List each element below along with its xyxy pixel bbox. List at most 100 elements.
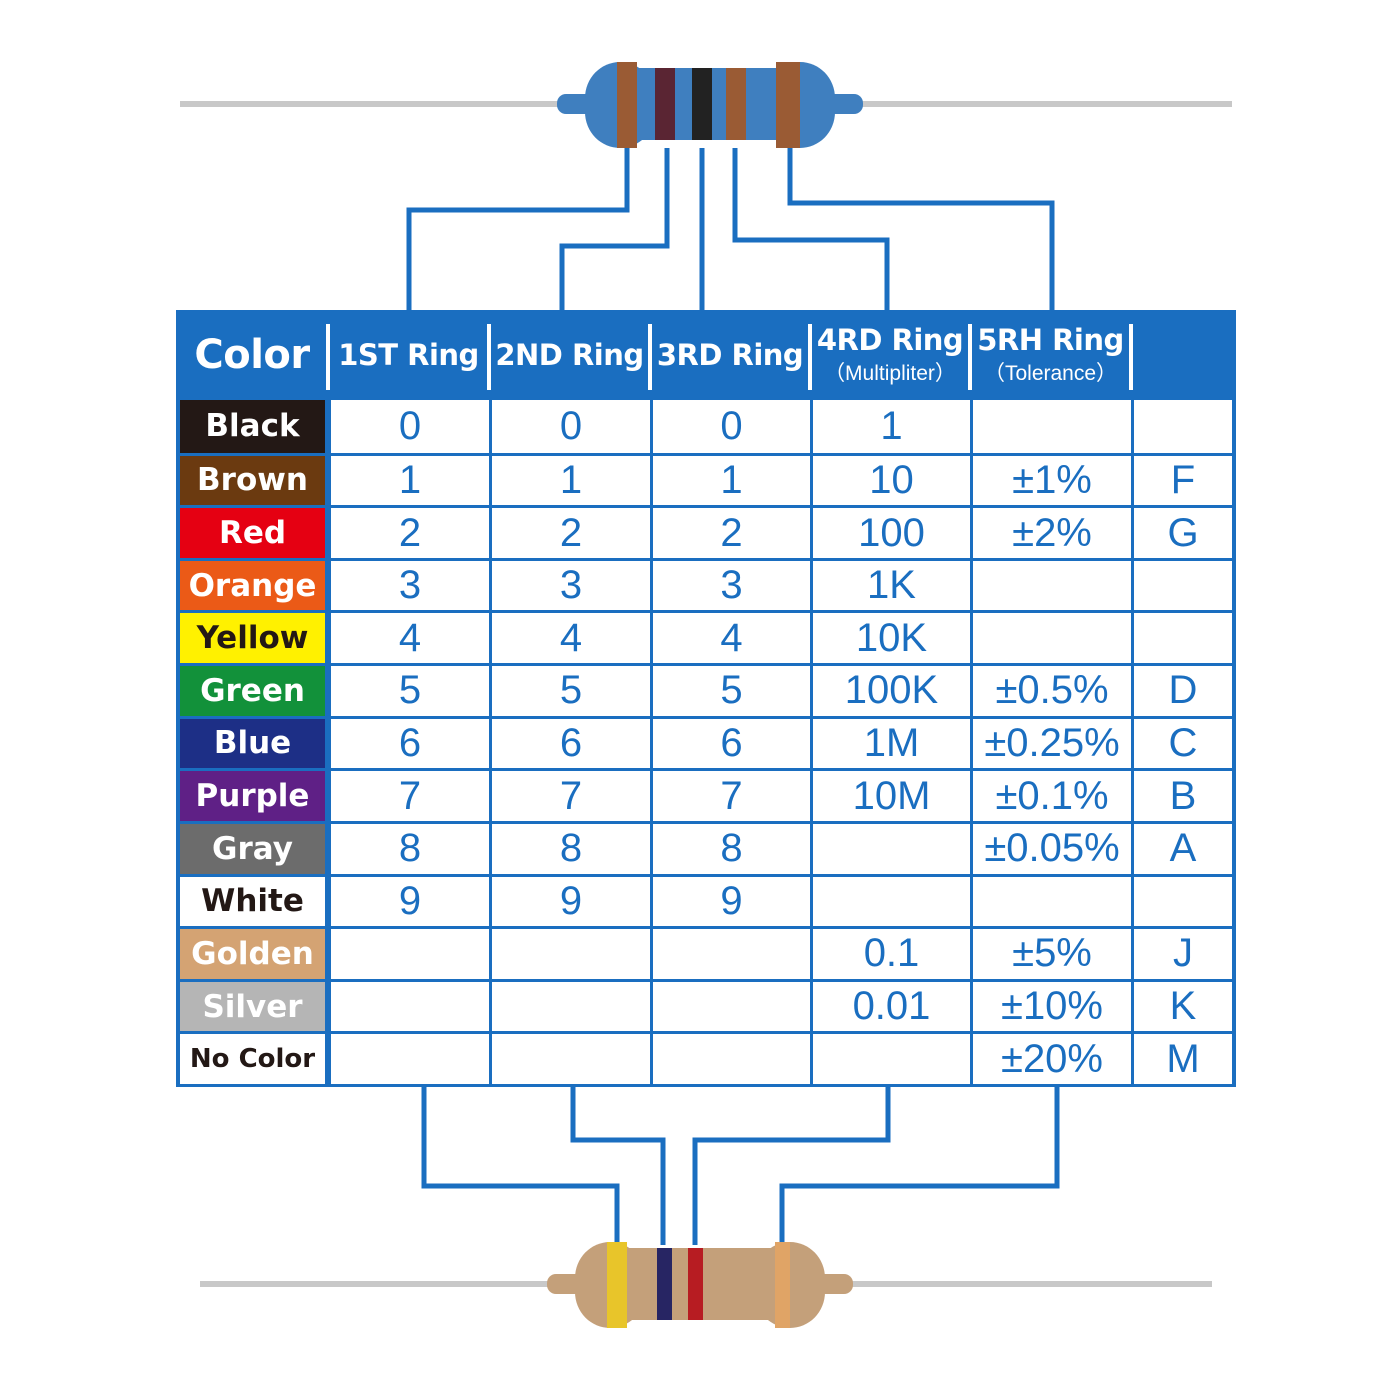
table-cell-tol: ±0.25%	[973, 718, 1131, 769]
table-cell-r1	[331, 929, 489, 979]
table-cell-mult	[813, 1034, 970, 1084]
table-cell-r1: 1	[331, 455, 489, 506]
col-color-header: Color	[176, 310, 328, 400]
col-ring1-header: 1ST Ring	[328, 310, 489, 400]
table-cell-tol: ±0.1%	[973, 771, 1131, 821]
table-cell-code: A	[1134, 823, 1232, 874]
table-cell-mult	[813, 876, 970, 927]
table-cell-tol	[973, 400, 1131, 453]
table-cell-tol: ±10%	[973, 981, 1131, 1032]
table-cell-r1: 7	[331, 771, 489, 821]
table-cell-mult: 0.01	[813, 981, 970, 1032]
header-title: 4RD Ring	[816, 323, 964, 357]
resistor-top-icon	[180, 62, 1232, 148]
wire-ring5-top	[787, 148, 1055, 312]
table-cell-r2: 7	[492, 771, 650, 821]
table-cell-r3: 2	[653, 508, 810, 558]
header-title: 3RD Ring	[656, 338, 804, 372]
wire-ring2-top	[559, 148, 670, 312]
header-divider	[1129, 324, 1133, 390]
table-cell-r1: 8	[331, 823, 489, 874]
color-band	[655, 68, 675, 140]
table-cell-mult: 10M	[813, 771, 970, 821]
table-cell-code	[1134, 613, 1232, 664]
table-cell-mult: 100	[813, 508, 970, 558]
table-cell-mult	[813, 823, 970, 874]
table-cell-code: J	[1134, 929, 1232, 979]
table-cell-mult: 1M	[813, 718, 970, 769]
header-title: 2ND Ring	[495, 338, 644, 372]
color-swatch-cell: Silver	[180, 981, 325, 1032]
header-title: 1ST Ring	[338, 338, 479, 372]
table-cell-mult: 0.1	[813, 929, 970, 979]
table-cell-code: K	[1134, 981, 1232, 1032]
header-divider	[487, 324, 491, 390]
color-band	[776, 62, 800, 148]
table-cell-r3: 8	[653, 823, 810, 874]
color-swatch-cell: Red	[180, 508, 325, 558]
table-cell-mult: 10	[813, 455, 970, 506]
color-code-table: Color 1ST Ring 2ND Ring 3RD Ring 4RD Ring （Mu…	[176, 310, 1236, 1087]
table-cell-mult: 1K	[813, 560, 970, 611]
table-cell-mult: 100K	[813, 666, 970, 716]
table-cell-tol: ±5%	[973, 929, 1131, 979]
color-swatch-cell: Purple	[180, 771, 325, 821]
table-cell-r3	[653, 1034, 810, 1084]
table-cell-r1: 6	[331, 718, 489, 769]
table-cell-tol: ±1%	[973, 455, 1131, 506]
color-band	[726, 68, 746, 140]
table-cell-code: M	[1134, 1034, 1232, 1084]
color-swatch-cell: White	[180, 876, 325, 927]
table-cell-r2: 3	[492, 560, 650, 611]
table-cell-code	[1134, 560, 1232, 611]
color-band	[657, 1248, 672, 1320]
table-cell-r3	[653, 981, 810, 1032]
color-swatch-cell: Gray	[180, 823, 325, 874]
header-divider	[808, 324, 812, 390]
table-cell-r1: 5	[331, 666, 489, 716]
header-title: 5RH Ring	[977, 323, 1124, 357]
table-cell-r1: 9	[331, 876, 489, 927]
table-cell-code	[1134, 876, 1232, 927]
header-subtitle: （Tolerance）	[983, 362, 1118, 385]
table-cell-r2	[492, 929, 650, 979]
table-cell-r1: 0	[331, 400, 489, 453]
table-cell-r3: 0	[653, 400, 810, 453]
table-cell-r2: 6	[492, 718, 650, 769]
table-cell-r2	[492, 1034, 650, 1084]
color-swatch-cell: Orange	[180, 560, 325, 611]
color-band	[692, 68, 712, 140]
table-cell-tol: ±0.5%	[973, 666, 1131, 716]
table-cell-r3	[653, 929, 810, 979]
table-cell-code: F	[1134, 455, 1232, 506]
table-cell-r2: 1	[492, 455, 650, 506]
table-cell-r2: 0	[492, 400, 650, 453]
col-ring5-header: 5RH Ring （Tolerance）	[970, 310, 1131, 400]
col-ring4-header: 4RD Ring （Multipliter）	[810, 310, 970, 400]
table-cell-r1: 4	[331, 613, 489, 664]
table-cell-code: C	[1134, 718, 1232, 769]
table-cell-tol: ±20%	[973, 1034, 1131, 1084]
resistor-bottom-icon	[200, 1242, 1212, 1328]
wire-ring1-top	[406, 148, 630, 312]
table-cell-code: G	[1134, 508, 1232, 558]
color-band	[775, 1242, 790, 1328]
table-cell-tol	[973, 560, 1131, 611]
table-cell-mult: 10K	[813, 613, 970, 664]
col-ring2-header: 2ND Ring	[489, 310, 650, 400]
table-cell-mult: 1	[813, 400, 970, 453]
color-swatch-cell: Green	[180, 666, 325, 716]
wire-ring4-bottom	[779, 1085, 1060, 1245]
table-cell-code: D	[1134, 666, 1232, 716]
wire-ring2-bottom	[570, 1085, 666, 1245]
table-cell-tol: ±2%	[973, 508, 1131, 558]
color-swatch-cell: Brown	[180, 455, 325, 506]
table-cell-r3: 7	[653, 771, 810, 821]
color-band	[617, 62, 637, 148]
wire-ring3-bottom	[692, 1085, 891, 1245]
color-band	[607, 1242, 627, 1328]
table-cell-code	[1134, 400, 1232, 453]
table-cell-r2: 4	[492, 613, 650, 664]
table-cell-tol: ±0.05%	[973, 823, 1131, 874]
